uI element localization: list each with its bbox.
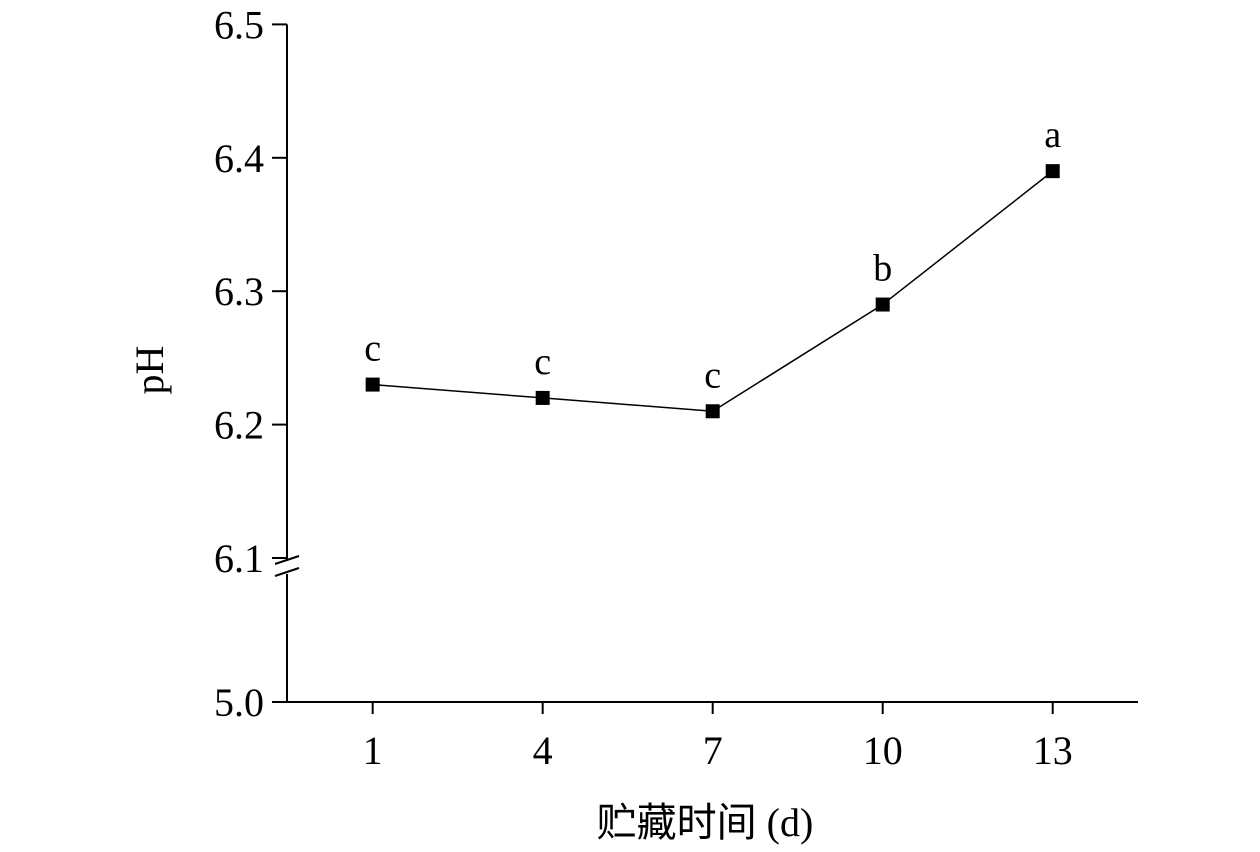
x-axis-title: 贮藏时间 (d) (597, 800, 814, 845)
significance-label: a (1044, 114, 1061, 156)
labels-layer: 6.1 6.2 6.3 6.4 6.5 5.0 1 4 7 10 13 c c c b a 贮藏时间 (d) pH (127, 2, 1073, 845)
significance-label: c (364, 328, 381, 370)
significance-label: c (534, 341, 551, 383)
data-point (365, 377, 380, 392)
series-layer (365, 164, 1060, 419)
data-point (875, 297, 890, 312)
y-tick-label: 5.0 (214, 680, 264, 725)
y-tick-label: 6.1 (214, 536, 264, 581)
y-tick-label: 6.5 (214, 2, 264, 47)
y-tick-label: 6.3 (214, 269, 264, 314)
data-point (535, 390, 550, 405)
axis-break-mark-bottom (274, 567, 300, 577)
significance-label: c (704, 354, 721, 396)
x-tick-label: 13 (1033, 728, 1073, 773)
x-tick-label: 7 (703, 728, 723, 773)
data-point (1045, 164, 1060, 179)
x-tick-label: 4 (533, 728, 553, 773)
y-tick-label: 6.4 (214, 136, 264, 181)
y-tick-label: 6.2 (214, 403, 264, 448)
significance-label: b (873, 248, 892, 290)
data-point (705, 404, 720, 419)
y-axis-title: pH (127, 346, 172, 395)
axes (272, 23, 1138, 714)
x-tick-label: 1 (363, 728, 383, 773)
x-tick-label: 10 (863, 728, 903, 773)
axis-break-mark-top (274, 555, 300, 565)
